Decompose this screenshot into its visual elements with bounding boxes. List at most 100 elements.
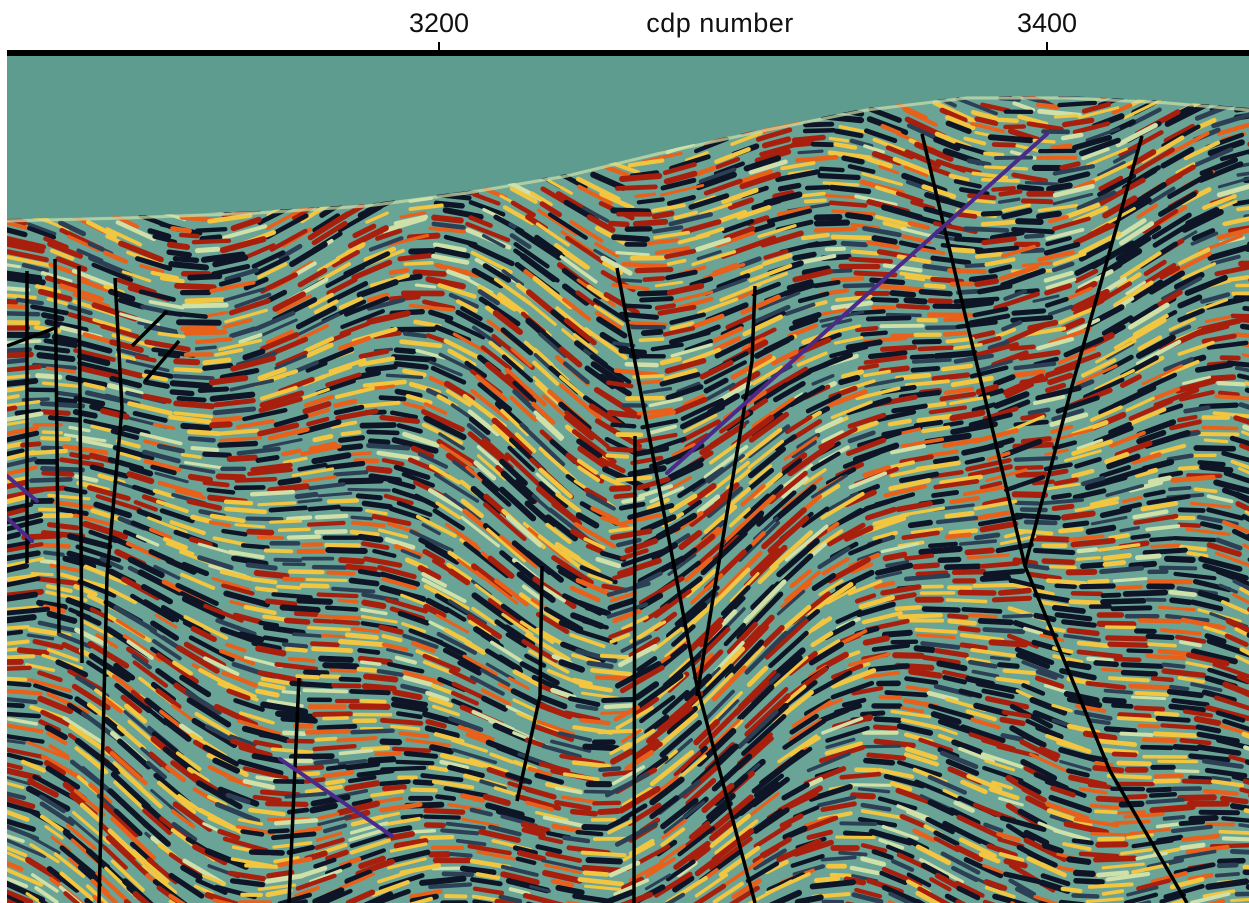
reflector-segment: [642, 386, 673, 394]
reflector-segment: [776, 589, 806, 616]
reflector-segment: [642, 151, 683, 164]
reflector-segment: [763, 248, 789, 260]
reflector-segment: [1022, 626, 1044, 636]
reflector-segment: [1238, 823, 1249, 829]
reflector-segment: [627, 503, 675, 520]
reflector-segment: [46, 731, 68, 746]
reflector-segment: [26, 740, 71, 761]
reflector-segment: [1064, 449, 1102, 463]
reflector-segment: [909, 353, 936, 360]
reflector-segment: [509, 395, 538, 422]
reflector-segment: [444, 318, 486, 340]
reflector-segment: [571, 760, 612, 769]
reflector-segment: [748, 467, 775, 491]
reflector-segment: [264, 873, 305, 884]
reflector-segment: [1236, 674, 1249, 685]
reflector-segment: [286, 515, 313, 521]
reflector-segment: [860, 843, 888, 853]
reflector-segment: [721, 857, 765, 888]
reflector-segment: [1197, 460, 1226, 467]
reflector-segment: [221, 583, 255, 596]
reflector-segment: [259, 385, 298, 401]
reflector-segment: [328, 358, 367, 374]
reflector-segment: [624, 361, 659, 368]
reflector-segment: [349, 689, 391, 696]
reflector-segment: [1234, 332, 1249, 338]
reflector-segment: [1185, 844, 1230, 855]
reflector-segment: [491, 417, 533, 456]
reflector-segment: [753, 516, 779, 541]
reflector-segment: [828, 136, 850, 143]
reflector-segment: [538, 481, 569, 509]
reflector-segment: [1202, 758, 1244, 769]
reflector-segment: [594, 241, 620, 258]
fault-line: [7, 326, 56, 348]
reflector-segment: [1066, 768, 1090, 778]
reflector-segment: [176, 319, 222, 326]
reflector-segment: [691, 249, 737, 267]
reflector-segment: [136, 508, 162, 522]
reflector-segment: [677, 296, 714, 310]
reflector-segment: [133, 500, 158, 512]
reflector-segment: [1189, 599, 1224, 612]
reflector-segment: [1204, 767, 1248, 779]
reflector-segment: [110, 859, 145, 892]
reflector-segment: [729, 572, 760, 603]
reflector-segment: [689, 492, 732, 527]
reflector-segment: [562, 835, 591, 844]
reflector-segment: [929, 877, 952, 892]
reflector-segment: [1183, 140, 1221, 161]
reflector-segment: [999, 264, 1039, 282]
reflector-segment: [723, 226, 756, 241]
reflector-segment: [1129, 279, 1164, 303]
reflector-segment: [7, 419, 30, 427]
reflector-segment: [197, 555, 234, 571]
reflector-segment: [365, 211, 389, 224]
reflector-segment: [381, 458, 405, 467]
reflector-segment: [711, 665, 747, 702]
reflector-segment: [387, 661, 425, 674]
reflector-segment: [32, 638, 64, 651]
reflector-segment: [704, 460, 750, 498]
reflector-segment: [948, 247, 976, 254]
reflector-segment: [273, 557, 303, 563]
reflector-segment: [1110, 605, 1153, 612]
reflector-segment: [139, 263, 165, 274]
reflector-segment: [1001, 320, 1023, 332]
reflector-segment: [801, 265, 831, 276]
reflector-segment: [740, 294, 781, 315]
reflector-segment: [202, 874, 227, 886]
reflector-segment: [1076, 190, 1117, 211]
reflector-segment: [945, 115, 976, 131]
reflector-segment: [904, 553, 935, 561]
reflector-segment: [738, 520, 781, 562]
reflector-segment: [767, 647, 806, 682]
reflector-segment: [7, 465, 38, 476]
reflector-segment: [929, 165, 951, 177]
reflector-segment: [281, 448, 302, 457]
reflector-segment: [398, 730, 430, 739]
reflector-segment: [424, 543, 460, 565]
reflector-segment: [953, 800, 975, 813]
reflector-segment: [502, 205, 535, 226]
reflector-segment: [843, 525, 874, 542]
reflector-segment: [998, 796, 1024, 807]
reflector-segment: [1170, 824, 1213, 834]
reflector-segment: [53, 852, 86, 879]
reflector-segment: [377, 528, 409, 539]
reflector-segment: [811, 573, 837, 591]
reflector-segment: [776, 838, 822, 863]
reflector-segment: [684, 338, 714, 353]
reflector-segment: [762, 253, 793, 266]
reflector-segment: [396, 711, 423, 720]
reflector-segment: [325, 372, 362, 387]
reflector-segment: [206, 487, 236, 495]
reflector-segment: [441, 871, 475, 877]
reflector-segment: [916, 413, 953, 424]
reflector-segment: [1000, 268, 1046, 288]
reflector-segment: [976, 283, 1013, 295]
reflector-segment: [648, 775, 679, 800]
reflector-segment: [471, 325, 502, 348]
reflector-segment: [7, 357, 27, 365]
reflector-segment: [671, 624, 696, 647]
